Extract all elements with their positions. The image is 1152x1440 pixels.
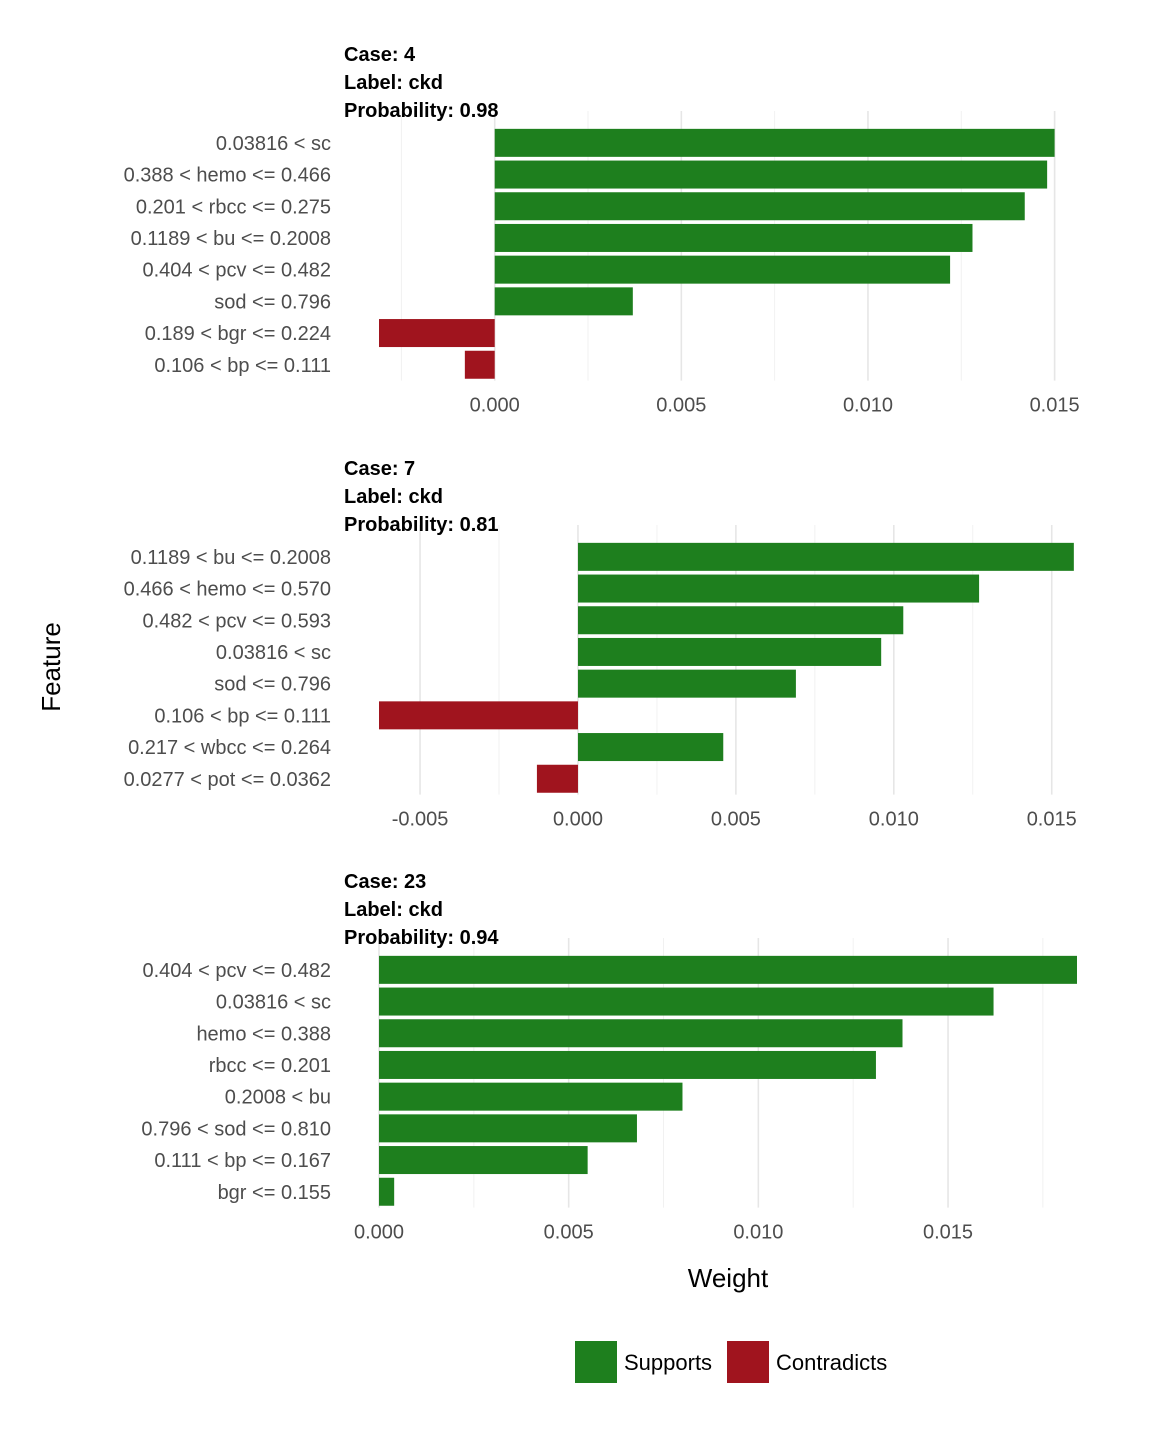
feature-label: 0.111 < bp <= 0.167 (154, 1150, 331, 1172)
bar-supports (494, 255, 951, 284)
x-tick-label: 0.000 (354, 1222, 404, 1244)
feature-label: 0.0277 < pot <= 0.0362 (124, 769, 331, 791)
panel-title-line: Label: ckd (344, 72, 443, 94)
feature-label: rbcc <= 0.201 (209, 1055, 331, 1077)
x-tick-label: 0.015 (1030, 395, 1080, 417)
bar-supports (379, 1114, 637, 1143)
feature-label: hemo <= 0.388 (196, 1023, 331, 1045)
bar-supports (577, 574, 980, 603)
x-tick-label: 0.005 (544, 1222, 594, 1244)
x-tick-label: 0.000 (470, 395, 520, 417)
feature-label: 0.1189 < bu <= 0.2008 (131, 228, 331, 250)
feature-label: 0.1189 < bu <= 0.2008 (131, 547, 331, 569)
bar-supports (379, 1146, 588, 1175)
y-axis-title: Feature (36, 622, 66, 712)
bar-supports (379, 987, 994, 1016)
legend-swatch-contradicts (727, 1341, 769, 1383)
bar-supports (577, 669, 796, 698)
x-axis-title: Weight (688, 1263, 769, 1293)
feature-label: 0.404 < pcv <= 0.482 (143, 960, 332, 982)
feature-label: 0.201 < rbcc <= 0.275 (136, 196, 331, 218)
panel-title-line: Case: 23 (344, 871, 426, 893)
panel-title-line: Label: ckd (344, 899, 443, 921)
bar-contradicts (536, 764, 578, 793)
legend: Supports Contradicts (575, 1341, 887, 1383)
panel-title-line: Probability: 0.98 (344, 100, 499, 122)
legend-label-contradicts: Contradicts (776, 1350, 887, 1375)
feature-label: 0.482 < pcv <= 0.593 (143, 610, 332, 632)
bar-supports (379, 1082, 683, 1111)
feature-label: 0.03816 < sc (216, 133, 331, 155)
x-tick-label: 0.000 (553, 809, 603, 831)
feature-label: 0.03816 < sc (216, 992, 331, 1014)
bar-supports (379, 1019, 903, 1048)
feature-label: 0.217 < wbcc <= 0.264 (128, 737, 331, 759)
feature-label: bgr <= 0.155 (218, 1182, 331, 1204)
bar-supports (494, 223, 973, 252)
feature-label: 0.189 < bgr <= 0.224 (145, 323, 331, 345)
feature-label: 0.03816 < sc (216, 642, 331, 664)
x-tick-label: 0.010 (733, 1222, 783, 1244)
bar-contradicts (464, 350, 495, 379)
feature-label: 0.404 < pcv <= 0.482 (143, 260, 332, 282)
panel-title-line: Label: ckd (344, 486, 443, 508)
bar-supports (577, 542, 1074, 571)
panel-title-line: Probability: 0.81 (344, 514, 499, 536)
bar-supports (379, 1050, 876, 1079)
bar-supports (379, 955, 1077, 984)
feature-label: 0.2008 < bu (225, 1087, 331, 1109)
feature-label: 0.388 < hemo <= 0.466 (124, 165, 331, 187)
feature-label: 0.466 < hemo <= 0.570 (124, 579, 331, 601)
bar-contradicts (379, 319, 495, 348)
feature-label: 0.796 < sod <= 0.810 (141, 1118, 331, 1140)
bar-supports (494, 160, 1048, 189)
x-tick-label: 0.010 (843, 395, 893, 417)
bar-supports (494, 287, 633, 316)
panel-title-line: Probability: 0.94 (344, 927, 499, 949)
feature-label: 0.106 < bp <= 0.111 (154, 705, 331, 727)
bar-supports (577, 637, 882, 666)
x-tick-label: 0.005 (711, 809, 761, 831)
bar-supports (494, 192, 1025, 221)
panel-case-3: Case: 23 Label: ckd Probability: 0.94 0.404… (141, 871, 1077, 1244)
legend-swatch-supports (575, 1341, 617, 1383)
x-tick-label: 0.010 (869, 809, 919, 831)
panel-case-2: Case: 7 Label: ckd Probability: 0.81 0.1189… (124, 458, 1077, 831)
panel-case-1: Case: 4 Label: ckd Probability: 0.98 0.0381… (124, 44, 1080, 417)
bar-contradicts (379, 701, 578, 730)
feature-label: 0.106 < bp <= 0.111 (154, 355, 331, 377)
bar-supports (577, 733, 724, 762)
bar-supports (494, 128, 1055, 157)
x-tick-label: 0.005 (656, 395, 706, 417)
panel-title-line: Case: 4 (344, 44, 416, 66)
legend-label-supports: Supports (624, 1350, 712, 1375)
x-tick-label: -0.005 (392, 809, 449, 831)
bar-supports (379, 1177, 395, 1206)
feature-label: sod <= 0.796 (214, 674, 331, 696)
x-tick-label: 0.015 (923, 1222, 973, 1244)
bar-supports (577, 606, 904, 635)
feature-label: sod <= 0.796 (214, 291, 331, 313)
panel-title-line: Case: 7 (344, 458, 415, 480)
x-tick-label: 0.015 (1027, 809, 1077, 831)
